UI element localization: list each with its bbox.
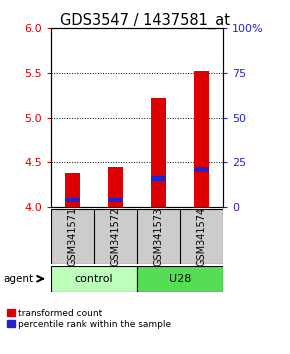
Bar [51,266,137,292]
Bar [194,71,209,207]
Text: GSM341571: GSM341571 [67,207,77,266]
Text: agent: agent [3,274,33,284]
Bar [65,173,80,207]
FancyBboxPatch shape [51,209,223,264]
Bar [151,98,166,207]
Bar [108,167,123,207]
Bar [137,266,223,292]
Bar [65,198,80,202]
Text: GDS3547 / 1437581_at: GDS3547 / 1437581_at [60,12,230,29]
Bar [151,176,166,181]
Text: GSM341572: GSM341572 [110,207,120,266]
Text: GSM341573: GSM341573 [154,207,164,266]
Text: GSM341574: GSM341574 [197,207,207,266]
Text: control: control [75,274,113,284]
Legend: transformed count, percentile rank within the sample: transformed count, percentile rank withi… [8,309,171,329]
Bar [108,198,123,202]
Bar [194,167,209,172]
Text: U28: U28 [169,274,191,284]
